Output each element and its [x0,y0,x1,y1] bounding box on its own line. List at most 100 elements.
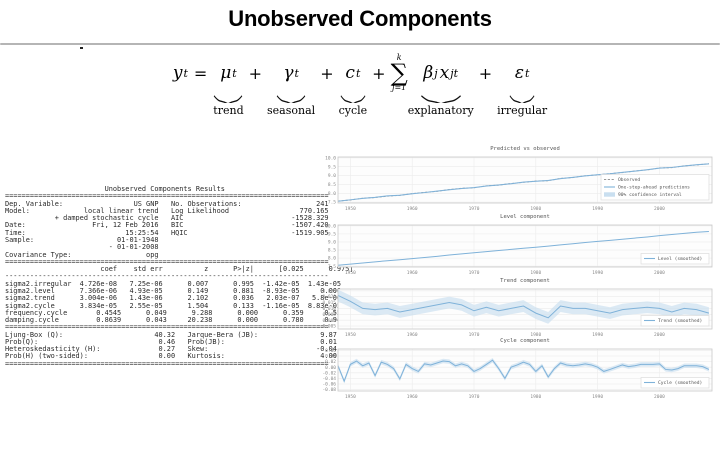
stray-dot [80,47,83,49]
svg-text:0.000: 0.000 [322,318,336,324]
svg-text:1960: 1960 [407,332,418,338]
svg-text:-0.04: -0.04 [322,376,336,382]
svg-text:1990: 1990 [592,206,603,212]
chart-canvas: 1950 1960 1970 1980 1990 2000 7.5 8.0 8.5 9.0 9.5 1… [325,223,713,276]
chart-cycle-component: Cycle component 1950 1960 1970 1980 1990 2000… [320,338,718,401]
svg-text:Cycle (smoothed): Cycle (smoothed) [658,380,702,386]
chart-title: Cycle component [500,338,550,344]
underbrace-icon [214,95,243,103]
term-explanatory: β j x jt explanatory [408,50,474,117]
term-label-trend: trend [213,104,244,117]
svg-text:1980: 1980 [530,394,541,400]
svg-text:Level (smoothed): Level (smoothed) [658,256,702,262]
svg-text:8.0: 8.0 [328,191,336,197]
svg-text:10.0: 10.0 [325,223,336,229]
x-subscript: jt [450,66,459,80]
svg-text:-0.06: -0.06 [322,382,336,388]
page-title: Unobserved Components [228,6,492,31]
svg-text:Observed: Observed [618,177,640,183]
sum-upper-limit: k [396,53,402,62]
chart-title: Predicted vs observed [490,146,560,152]
trend-subscript: t [232,66,237,80]
svg-text:1970: 1970 [469,332,480,338]
svg-text:9.5: 9.5 [328,164,336,170]
chart-title: Trend component [500,278,550,284]
chart-level-component: Level component 1950 1960 1970 1980 1990 2000… [320,214,718,277]
svg-text:1970: 1970 [469,206,480,212]
svg-text:1950: 1950 [345,332,356,338]
equals-sign: = [193,63,208,83]
term-label-cycle: cycle [338,104,368,117]
svg-text:8.0: 8.0 [328,256,336,262]
svg-text:1970: 1970 [469,394,480,400]
svg-text:90% confidence interval: 90% confidence interval [618,192,682,198]
epsilon-symbol: ε [514,63,524,83]
plus-sign: + [478,63,493,83]
svg-text:1960: 1960 [407,206,418,212]
chart-trend-component: Trend component 1950 1960 1970 1980 1990 2000… [320,278,718,339]
seasonal-subscript: t [294,66,299,80]
svg-text:9.5: 9.5 [328,231,336,237]
svg-text:0.005: 0.005 [322,312,336,318]
svg-text:Trend (smoothed): Trend (smoothed) [658,318,702,324]
svg-text:1950: 1950 [345,270,356,276]
svg-text:2000: 2000 [654,270,665,276]
underbrace-icon [509,95,535,103]
chart-canvas: 1950 1960 1970 1980 1990 2000 -0.0050.0000.005… [320,288,713,338]
svg-text:-0.005: -0.005 [320,324,336,330]
svg-text:1980: 1980 [530,206,541,212]
trend-symbol: μ [220,63,232,83]
underbrace-icon [340,95,366,103]
term-label-seasonal: seasonal [267,104,316,117]
cycle-subscript: t [355,66,361,80]
svg-text:10.0: 10.0 [325,155,336,161]
seasonal-symbol: γ [283,63,294,83]
svg-text:0.025: 0.025 [322,288,336,294]
svg-text:0.015: 0.015 [322,300,336,306]
sum-lower-limit: j=1 [392,83,407,92]
svg-text:1990: 1990 [592,394,603,400]
underbrace-icon [420,95,461,103]
svg-text:9.0: 9.0 [328,240,336,246]
svg-text:0.06: 0.06 [325,348,336,354]
plus-sign: + [320,63,334,83]
title-divider [0,43,720,45]
svg-text:1990: 1990 [592,270,603,276]
svg-text:8.5: 8.5 [328,182,336,188]
svg-text:1970: 1970 [469,270,480,276]
svg-text:1960: 1960 [407,270,418,276]
svg-text:1960: 1960 [407,394,418,400]
svg-text:-0.08: -0.08 [322,387,336,393]
cycle-symbol: c [345,63,355,83]
svg-text:-0.02: -0.02 [322,370,336,376]
plus-sign: + [372,63,386,83]
term-sum: k ∑ j=1 [391,50,408,96]
svg-text:1950: 1950 [345,206,356,212]
lhs-symbol: y [172,63,183,83]
svg-text:0.010: 0.010 [322,306,336,312]
svg-text:0.00: 0.00 [325,365,336,371]
sum-icon: ∑ [390,59,408,87]
svg-text:0.02: 0.02 [325,359,336,365]
svg-text:2000: 2000 [654,394,665,400]
svg-text:2000: 2000 [654,206,665,212]
svg-text:9.0: 9.0 [328,173,336,179]
lhs-subscript: t [183,66,188,80]
svg-text:1980: 1980 [530,270,541,276]
epsilon-subscript: t [524,66,530,80]
term-label-explanatory: explanatory [407,104,474,117]
svg-text:7.5: 7.5 [328,200,336,206]
underbrace-icon [276,95,306,103]
svg-text:1990: 1990 [592,332,603,338]
svg-text:0.020: 0.020 [322,294,336,300]
beta-subscript: j [434,66,438,80]
chart-canvas: 1950 1960 1970 1980 1990 2000 7.5 8.0 8.5 9.0 9.5 1… [325,155,713,212]
svg-text:8.5: 8.5 [328,248,336,254]
